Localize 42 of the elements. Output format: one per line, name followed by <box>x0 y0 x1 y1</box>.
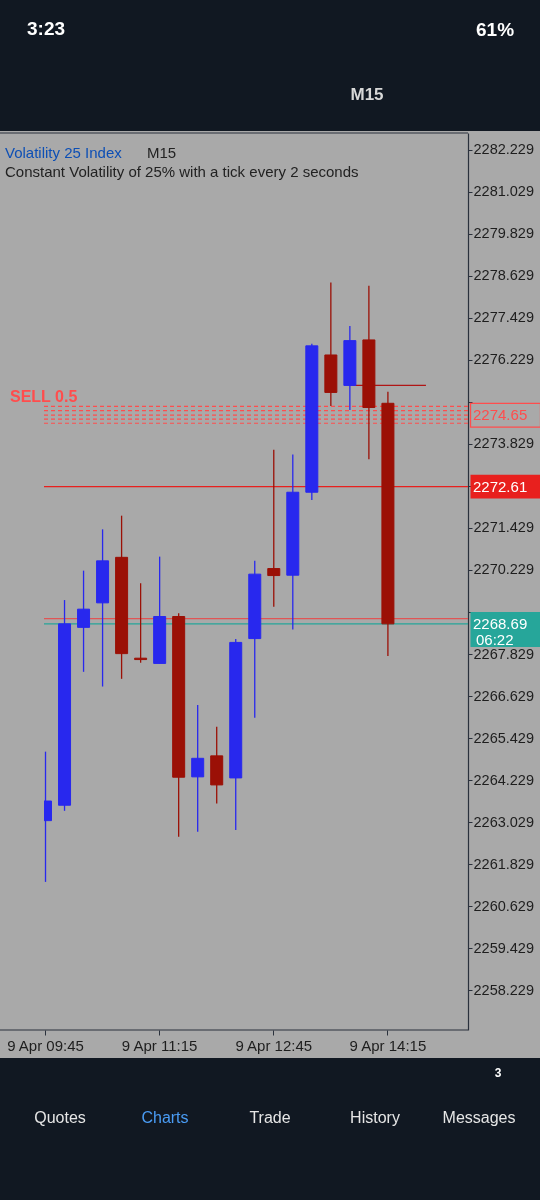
y-tick-label: 2282.229 <box>473 141 534 158</box>
candlestick <box>77 570 91 673</box>
text: Volatility 25 Index <box>5 144 123 161</box>
x-tick-label: 9 Apr 11:15 <box>121 1036 198 1054</box>
y-tick-label: 2271.429 <box>473 519 534 536</box>
annotation: M15 <box>147 144 177 161</box>
ref-line-label: 2274.65 <box>473 406 528 424</box>
y-tick-label: 2260.629 <box>473 897 534 914</box>
y-tick-label: 2261.829 <box>473 855 534 872</box>
text: 3 <box>494 1066 502 1080</box>
text: 06:22 <box>476 631 514 648</box>
text: Messages <box>442 1109 516 1126</box>
x-tick-label: 9 Apr 14:15 <box>349 1036 427 1054</box>
text: 61% <box>476 19 515 40</box>
candlestick <box>191 704 205 833</box>
text: Constant Volatility of 25% with a tick every 2 seconds <box>5 163 359 180</box>
y-tick-label: 2273.829 <box>473 435 534 452</box>
x-tick-label: 9 Apr 09:45 <box>7 1036 84 1054</box>
y-tick-label: 2258.229 <box>473 981 534 998</box>
y-tick-label: 2265.429 <box>473 729 534 746</box>
y-tick-label: 2259.429 <box>473 939 534 956</box>
ref-line-label: 2272.61 <box>473 477 528 495</box>
y-tick-label: 2279.829 <box>473 225 534 242</box>
y-tick-label: 2270.229 <box>473 561 534 578</box>
y-tick-label: 2276.229 <box>473 351 534 368</box>
y-tick-label: 2281.029 <box>473 183 534 200</box>
y-tick-label: 2266.629 <box>473 687 534 704</box>
text: M15 <box>350 85 384 104</box>
text: 3:23 <box>27 18 66 39</box>
y-tick-label: 2278.629 <box>473 267 534 284</box>
ref-line-label: SELL 0.5 <box>10 388 78 406</box>
text: Trade <box>249 1109 291 1126</box>
y-tick-label: 2264.229 <box>473 771 534 788</box>
candlestick <box>267 449 281 608</box>
text: Quotes <box>34 1109 86 1126</box>
text: History <box>350 1109 400 1126</box>
ref-line-label: 2268.69 <box>473 614 528 632</box>
y-tick-label: 2263.029 <box>473 813 534 830</box>
text: Charts <box>141 1109 189 1126</box>
y-tick-label: 2267.829 <box>473 645 534 662</box>
y-tick-label: 2277.429 <box>473 309 534 326</box>
x-tick-label: 9 Apr 12:45 <box>235 1036 313 1054</box>
